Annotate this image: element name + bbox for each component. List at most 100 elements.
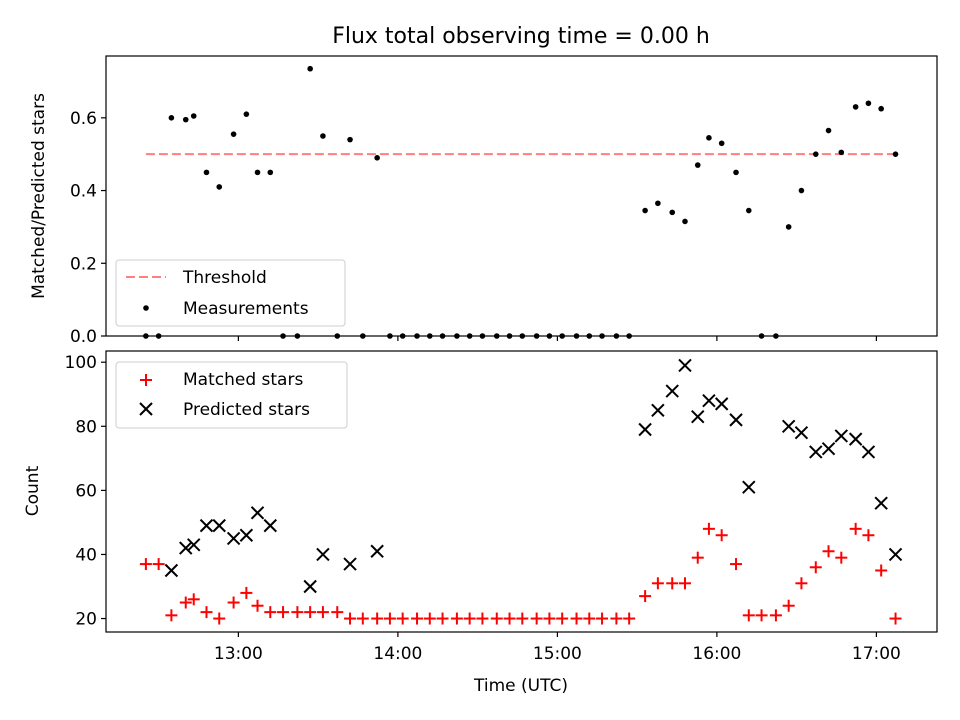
predicted-stars-point — [343, 557, 357, 571]
x-marker-b — [691, 409, 705, 424]
x-marker-b — [239, 528, 254, 542]
top-plot-area — [143, 65, 899, 339]
x-marker-b — [187, 538, 201, 552]
x-marker-b — [199, 518, 214, 533]
matched-stars-point — [769, 609, 782, 622]
top-y-axis-label: Matched/Predicted stars — [29, 93, 49, 299]
measurement-point — [168, 115, 175, 121]
measurement-point — [785, 224, 792, 230]
matched-stars-point — [822, 545, 835, 558]
matched-stars-point — [889, 612, 902, 625]
x-marker-b — [164, 563, 179, 578]
x-marker-b — [794, 425, 809, 440]
matched-stars-point — [623, 612, 636, 625]
measurement-point — [374, 155, 380, 161]
x-marker-b — [848, 432, 863, 446]
matched-stars-point — [165, 609, 178, 622]
predicted-stars-point — [678, 358, 692, 373]
matched-stars-point — [678, 577, 691, 590]
measurement-point — [182, 116, 189, 123]
x-tick-label: 15:00 — [533, 644, 582, 664]
matched-stars-point — [702, 522, 715, 535]
predicted-stars-point — [638, 422, 652, 437]
x-marker-b — [316, 547, 330, 562]
measurement-point — [320, 133, 326, 139]
matched-stars-point — [139, 558, 152, 571]
measurement-point — [347, 136, 353, 143]
predicted-stars-point — [821, 442, 836, 456]
matched-stars-point — [476, 612, 489, 625]
matched-stars-point — [251, 599, 264, 612]
x-marker-b — [809, 445, 823, 459]
predicted-stars-point — [809, 445, 823, 459]
predicted-stars-point — [848, 432, 863, 446]
matched-stars-point — [383, 612, 396, 625]
matched-stars-point — [179, 596, 192, 609]
predicted-stars-point — [729, 413, 743, 427]
matched-stars-point — [371, 612, 384, 625]
measurement-point — [682, 218, 688, 225]
x-marker-b — [821, 442, 836, 456]
matched-stars-point — [316, 606, 329, 619]
threshold-legend-label: Threshold — [182, 268, 267, 288]
predicted-stars-legend-swatch — [139, 402, 153, 416]
x-marker-b — [781, 419, 796, 434]
matched-stars-point — [277, 606, 290, 619]
measurements-legend-swatch — [143, 305, 149, 311]
x-axis-label: Time (UTC) — [473, 676, 568, 696]
measurement-point — [733, 169, 739, 176]
matched-stars-point — [490, 612, 503, 625]
x-marker-b — [250, 506, 265, 520]
measurement-point — [706, 135, 712, 141]
matched-stars-legend-swatch — [140, 374, 152, 386]
matched-stars-point — [516, 612, 529, 625]
top-legend: Threshold Measurements — [115, 259, 346, 327]
measurement-point — [190, 113, 197, 119]
predicted-stars-point — [714, 397, 729, 411]
x-marker-b — [888, 547, 903, 562]
predicted-stars-point — [691, 409, 705, 424]
x-tick-label: 17:00 — [852, 644, 901, 664]
matched-stars-point — [530, 612, 543, 625]
predicted-stars-point — [834, 429, 849, 443]
measurement-point — [798, 187, 805, 194]
measurement-point — [852, 104, 859, 110]
x-marker-b — [714, 397, 729, 411]
predicted-stars-point — [212, 518, 226, 533]
matched-stars-point — [755, 609, 768, 622]
bottom-legend-box — [115, 361, 348, 429]
matched-stars-point — [809, 561, 822, 574]
measurement-point — [669, 209, 676, 216]
measurement-point — [838, 149, 845, 156]
measurements-legend-label: Measurements — [183, 299, 309, 319]
x-marker-b — [638, 422, 652, 437]
matched-stars-point — [331, 606, 344, 619]
measurement-point — [694, 162, 701, 168]
x-marker-b — [678, 358, 692, 373]
matched-stars-point — [411, 612, 424, 625]
bottom-panel: 20 40 60 80 100 13:00 14:00 15:00 16:00 17:00 Co… — [23, 350, 938, 696]
matched-stars-point — [715, 529, 728, 542]
predicted-stars-point — [702, 393, 716, 408]
measurement-point — [243, 111, 250, 117]
matched-stars-point — [639, 590, 652, 603]
x-marker-b — [874, 496, 888, 510]
measurement-point — [812, 151, 819, 157]
y-tick-label: 80 — [75, 417, 97, 437]
x-tick-label: 14:00 — [373, 644, 422, 664]
predicted-stars-point — [861, 445, 876, 459]
bottom-y-axis-label: Count — [23, 465, 43, 516]
matched-stars-point — [503, 612, 516, 625]
measurement-point — [878, 105, 884, 112]
x-marker-b — [343, 557, 357, 571]
predicted-stars-point — [651, 403, 665, 417]
predicted-stars-point — [263, 518, 277, 533]
matched-stars-point — [187, 593, 200, 606]
matched-stars-point — [450, 612, 463, 625]
measurement-point — [307, 65, 313, 72]
x-marker-b — [861, 445, 876, 459]
measurement-point — [642, 207, 648, 214]
bottom-plot-area — [139, 358, 903, 625]
matched-stars-point — [782, 599, 795, 612]
